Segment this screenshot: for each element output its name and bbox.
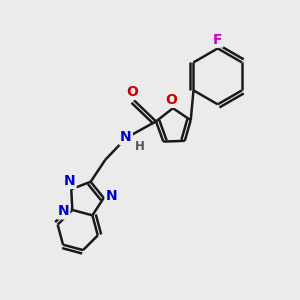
Text: N: N	[120, 130, 132, 144]
Text: H: H	[135, 140, 145, 153]
Text: F: F	[213, 33, 223, 46]
Text: O: O	[127, 85, 138, 99]
Text: N: N	[106, 189, 118, 203]
Text: N: N	[58, 204, 69, 218]
Text: O: O	[166, 93, 177, 107]
Text: N: N	[64, 174, 76, 188]
